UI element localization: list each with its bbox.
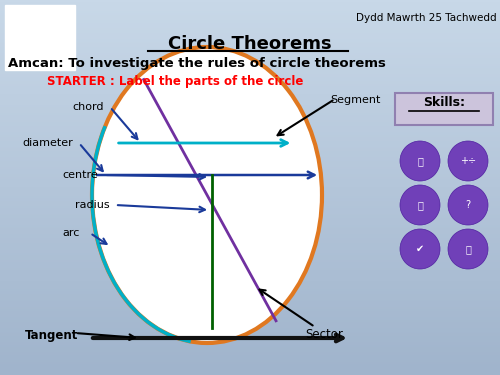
Text: chord: chord <box>72 102 104 112</box>
Circle shape <box>448 229 488 269</box>
Circle shape <box>400 185 440 225</box>
Bar <box>395 93 493 125</box>
Text: STARTER : Label the parts of the circle: STARTER : Label the parts of the circle <box>47 75 303 88</box>
Text: Segment: Segment <box>330 95 380 105</box>
Text: 📋: 📋 <box>465 244 471 254</box>
Bar <box>5 5 75 70</box>
Text: ?: ? <box>466 200 470 210</box>
Text: Sector: Sector <box>305 328 343 342</box>
Text: Skills:: Skills: <box>423 96 465 109</box>
Text: centre: centre <box>62 170 98 180</box>
Text: Dydd Mawrth 25 Tachwedd: Dydd Mawrth 25 Tachwedd <box>356 13 497 23</box>
Text: diameter: diameter <box>22 138 73 148</box>
Text: arc: arc <box>62 228 80 238</box>
Circle shape <box>448 141 488 181</box>
Circle shape <box>400 229 440 269</box>
Text: Circle Theorems: Circle Theorems <box>168 35 332 53</box>
Text: Tangent: Tangent <box>25 328 78 342</box>
Ellipse shape <box>92 47 322 343</box>
Circle shape <box>400 141 440 181</box>
Text: radius: radius <box>75 200 110 210</box>
Circle shape <box>448 185 488 225</box>
Text: 👥: 👥 <box>417 200 423 210</box>
Text: Amcan: To investigate the rules of circle theorems: Amcan: To investigate the rules of circl… <box>8 57 386 70</box>
Text: ✔: ✔ <box>416 244 424 254</box>
Text: +÷: +÷ <box>460 156 476 166</box>
Text: 💬: 💬 <box>417 156 423 166</box>
